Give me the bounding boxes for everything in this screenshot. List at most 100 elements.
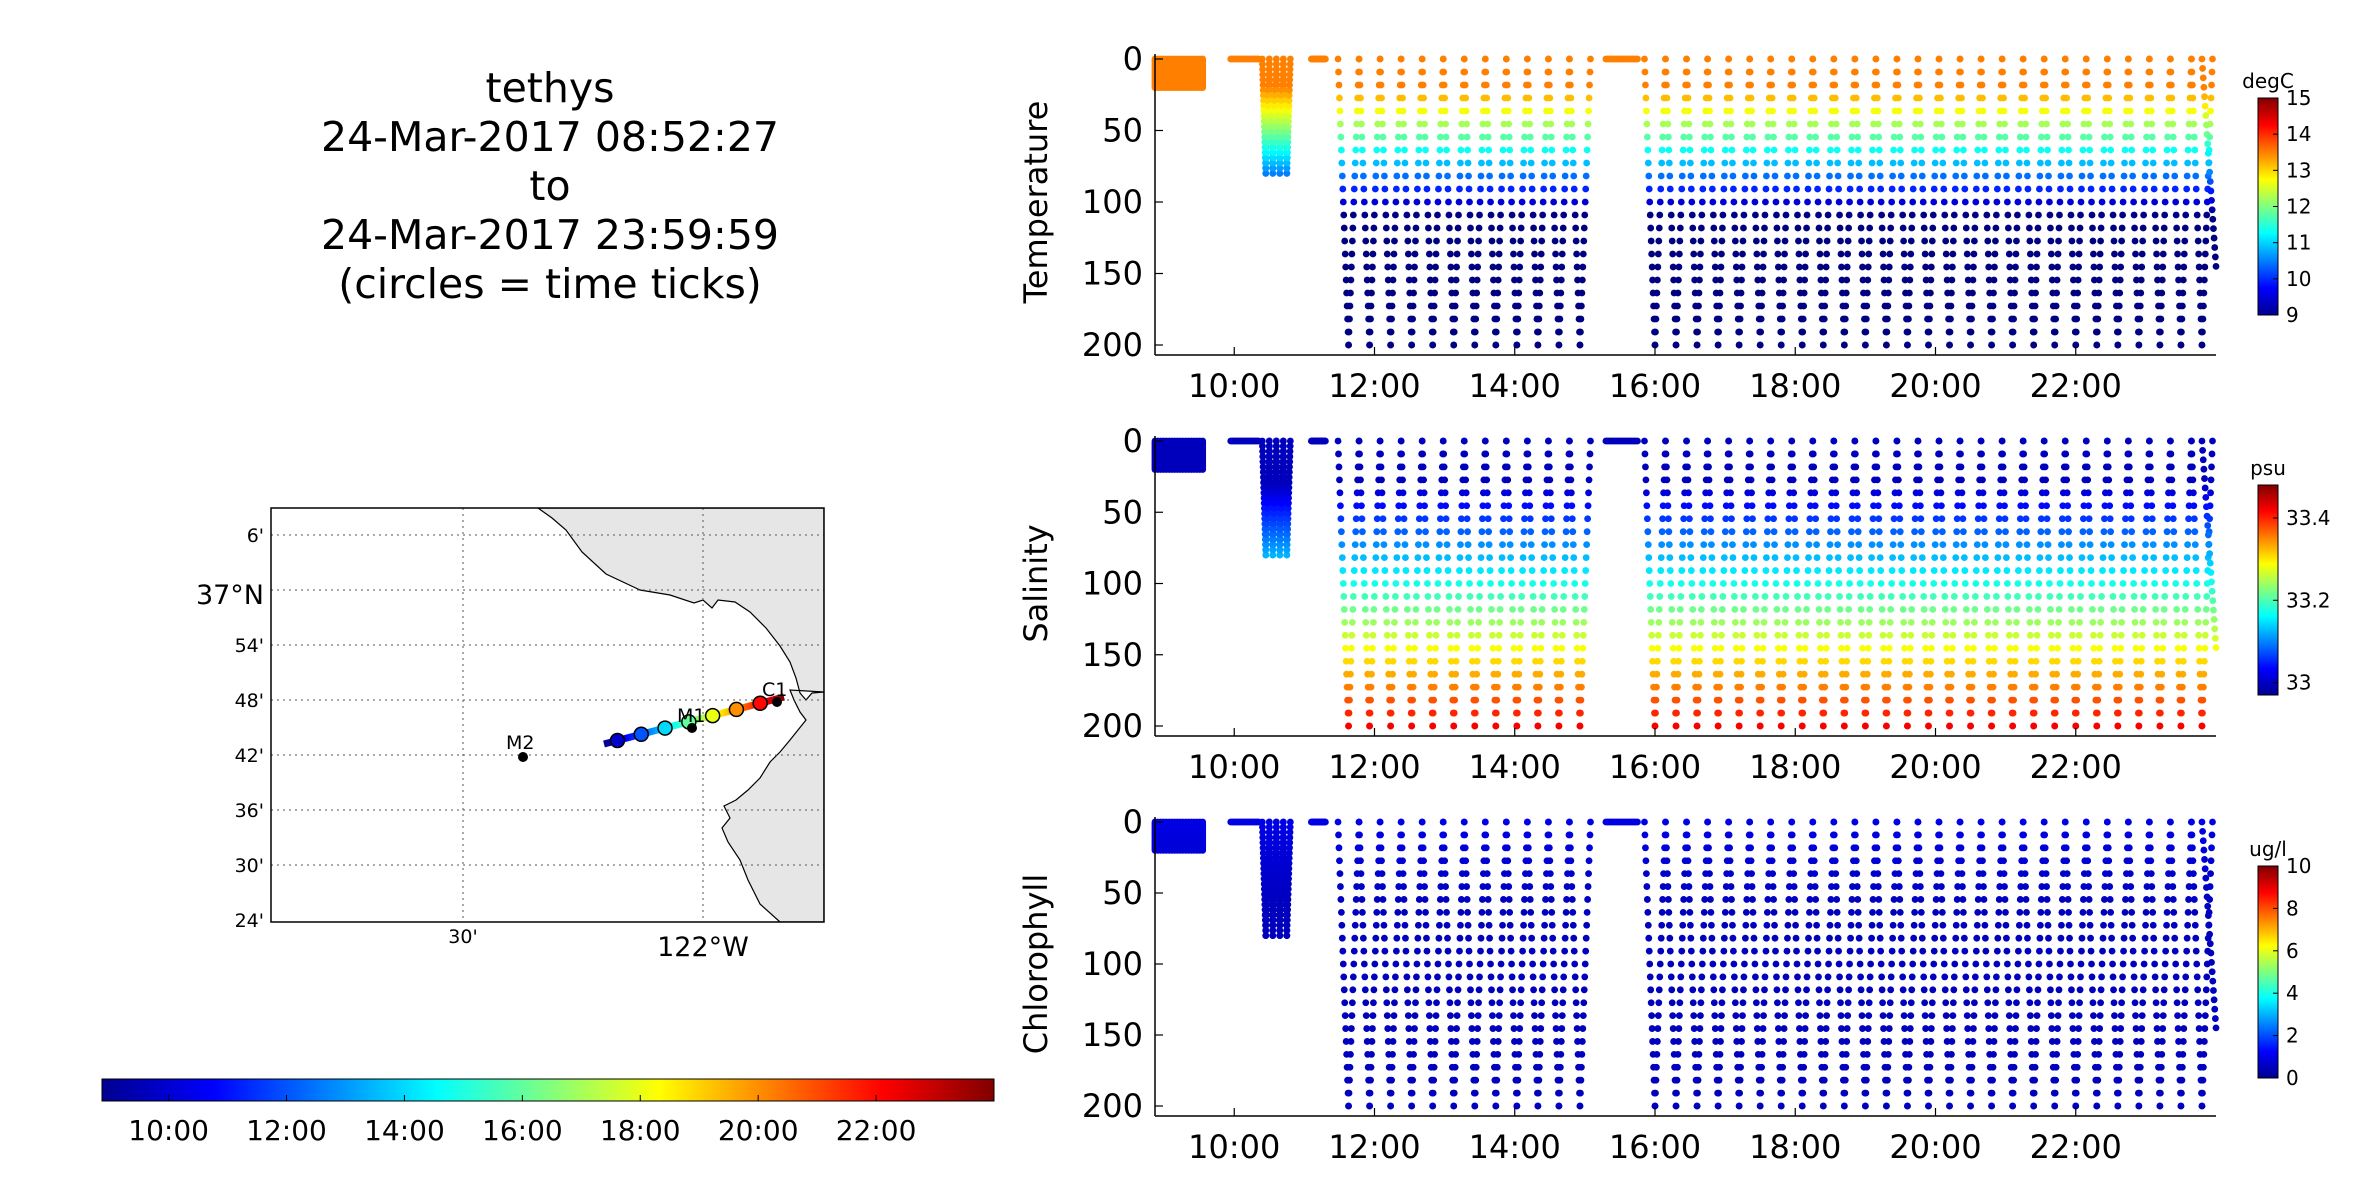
data-point [1969, 276, 1977, 284]
data-point [1780, 263, 1788, 271]
data-point [1894, 94, 1902, 102]
data-point [1643, 120, 1651, 128]
data-point [1741, 185, 1749, 193]
data-point [1970, 618, 1978, 626]
data-point [1868, 541, 1876, 549]
data-point [1843, 263, 1851, 271]
data-point [1742, 541, 1750, 549]
data-point [1947, 683, 1955, 691]
data-point [1690, 263, 1698, 271]
data-point [1761, 211, 1769, 219]
data-point [1992, 606, 2000, 613]
data-point [1347, 670, 1354, 678]
data-point [1423, 185, 1431, 193]
colorbar-tick-label: 11 [2286, 231, 2311, 255]
data-point [2024, 172, 2031, 180]
data-point [1668, 606, 1676, 613]
data-point [1381, 554, 1388, 561]
data-point [2152, 237, 2160, 245]
data-point [1704, 437, 1711, 445]
data-point [1420, 476, 1428, 484]
data-point [1694, 709, 1701, 717]
data-point [1262, 546, 1270, 554]
data-point [2162, 554, 2170, 561]
data-point [1560, 580, 1568, 587]
data-point [1864, 644, 1872, 652]
data-point [1762, 554, 1770, 561]
data-point [1394, 515, 1402, 523]
data-point [1785, 120, 1793, 128]
data-point [1709, 198, 1717, 206]
data-point [1580, 618, 1588, 626]
data-point [1286, 453, 1294, 460]
data-point [1267, 92, 1274, 99]
data-point [2180, 250, 2188, 258]
data-point [1659, 133, 1667, 141]
data-point [1476, 593, 1483, 600]
data-point [1777, 341, 1785, 349]
data-point [1372, 159, 1380, 167]
data-point [2046, 580, 2053, 587]
data-point [1718, 618, 1726, 626]
data-point [1769, 502, 1777, 510]
data-point [1655, 618, 1663, 626]
data-point [1962, 211, 1970, 219]
data-point [1795, 237, 1802, 245]
data-point [1663, 94, 1671, 102]
data-point [1370, 224, 1378, 232]
data-point [1785, 515, 1793, 523]
data-point [1451, 696, 1459, 704]
data-point [2012, 250, 2020, 258]
data-point [1461, 463, 1469, 471]
data-point [1394, 146, 1402, 154]
data-point [1568, 133, 1576, 141]
data-point [1655, 606, 1663, 613]
data-point [2196, 276, 2203, 284]
data-point [2035, 198, 2043, 206]
data-point [1369, 263, 1376, 271]
data-point [1514, 683, 1522, 691]
data-point [1345, 341, 1352, 349]
data-point [1456, 554, 1464, 561]
data-point [2079, 528, 2087, 536]
data-point [1811, 502, 1819, 510]
data-point [1918, 172, 1926, 180]
data-point [1413, 580, 1421, 587]
data-point [1666, 185, 1674, 193]
data-point [1259, 442, 1266, 450]
data-point [1911, 133, 1919, 141]
data-point [1862, 696, 1870, 704]
data-point [1286, 55, 1294, 63]
data-point [1979, 476, 1986, 484]
data-point [1741, 567, 1749, 574]
data-point [1507, 185, 1515, 193]
data-point [1689, 224, 1697, 232]
data-point [1508, 211, 1516, 219]
data-point [2002, 541, 2010, 549]
data-point [1846, 185, 1854, 193]
data-point [1916, 120, 1924, 128]
data-point [1926, 696, 1933, 704]
data-point [1525, 107, 1533, 115]
data-point [1398, 463, 1406, 471]
data-point [1812, 146, 1820, 154]
data-point [1929, 224, 1937, 232]
data-point [1270, 133, 1278, 141]
data-point [1285, 102, 1293, 110]
data-point [1732, 644, 1740, 652]
data-point [1284, 128, 1292, 136]
data-point [1669, 250, 1677, 258]
data-point [2167, 81, 2175, 89]
data-point [1884, 302, 1892, 310]
data-point [1783, 567, 1791, 574]
lon-label-122w: 122°W [657, 932, 749, 963]
data-point [1262, 164, 1270, 172]
data-point [1440, 68, 1448, 76]
data-point [1557, 670, 1565, 678]
data-point [2135, 341, 2143, 349]
data-point [2014, 580, 2022, 587]
data-point [1363, 657, 1371, 665]
data-point [1899, 211, 1907, 219]
data-point [1283, 551, 1291, 559]
data-point [2003, 580, 2011, 587]
